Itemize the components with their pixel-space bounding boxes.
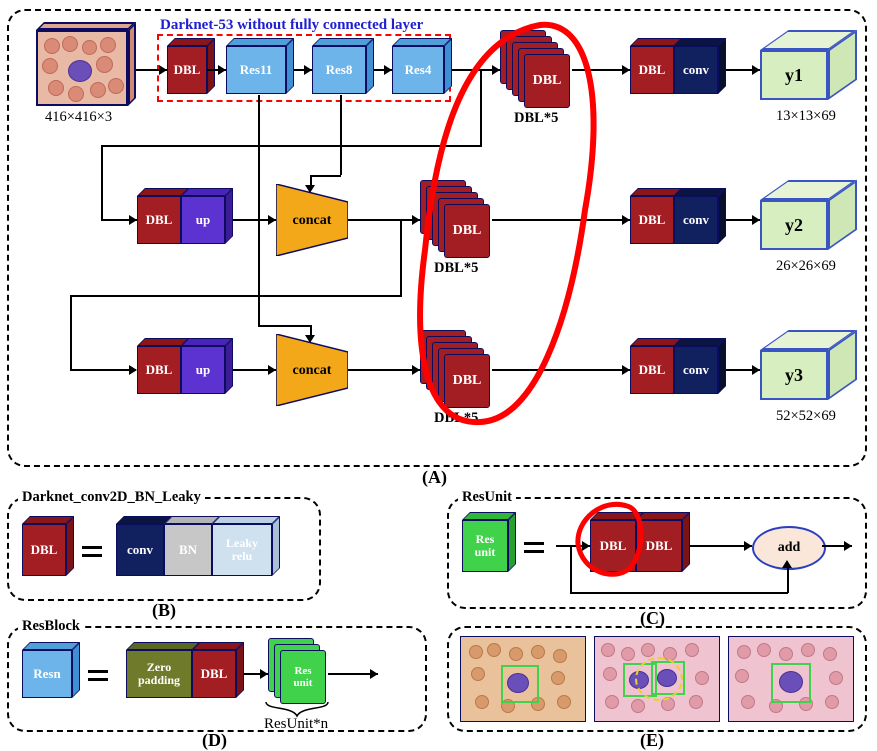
row1-dbl2: DBL: [630, 46, 674, 94]
row3-up: up: [181, 346, 225, 394]
row1-dbl5-caption: DBL*5: [514, 110, 558, 127]
input-image-top: [36, 22, 136, 30]
b-bn: BN: [164, 524, 212, 576]
d-zeropad: Zero padding: [126, 650, 192, 698]
row1-conv: conv: [674, 46, 718, 94]
panel-d-title: ResBlock: [18, 618, 84, 635]
panel-b-title: Darknet_conv2D_BN_Leaky: [18, 489, 205, 506]
row1-res11: Res11: [226, 46, 286, 94]
b-conv: conv: [116, 524, 164, 576]
row2-dbl2: DBL: [630, 196, 674, 244]
input-image-side: [128, 22, 136, 106]
row3-concat: concat: [276, 334, 348, 406]
y3-dim: 52×52×69: [776, 408, 836, 425]
row3-conv: conv: [674, 346, 718, 394]
row1-dbl5-stack: DBL: [500, 30, 580, 110]
row2-up: up: [181, 196, 225, 244]
row2-dbl5-stack: DBL: [420, 180, 500, 260]
svg-text:concat: concat: [293, 363, 332, 378]
svg-text:concat: concat: [293, 213, 332, 228]
d-dbl: DBL: [192, 650, 236, 698]
e-img-1: [460, 636, 586, 722]
y1-dim: 13×13×69: [776, 108, 836, 125]
input-dim-label: 416×416×3: [45, 109, 112, 126]
row3-dbl5-caption: DBL*5: [434, 410, 478, 427]
row2-conv: conv: [674, 196, 718, 244]
row2-dbl: DBL: [137, 196, 181, 244]
output-y3: y3: [760, 350, 828, 400]
row3-dbl5-stack: DBL: [420, 330, 500, 410]
c-dbl1: DBL: [590, 520, 636, 572]
panel-a-letter: (A): [422, 467, 447, 488]
e-img-3: [728, 636, 854, 722]
panel-b-letter: (B): [152, 600, 176, 621]
d-brace-label: ResUnit*n: [264, 716, 328, 733]
row1-dbl: DBL: [167, 46, 207, 94]
panel-e-letter: (E): [640, 730, 664, 751]
d-resn: Resn: [22, 650, 72, 698]
e-img-2: [594, 636, 720, 722]
row3-dbl2: DBL: [630, 346, 674, 394]
output-y1: y1: [760, 50, 828, 100]
panel-d-letter: (D): [202, 730, 227, 751]
c-dbl2: DBL: [636, 520, 682, 572]
row1-res4: Res4: [392, 46, 444, 94]
y2-dim: 26×26×69: [776, 258, 836, 275]
darknet53-caption: Darknet-53 without fully connected layer: [160, 17, 423, 34]
output-y2: y2: [760, 200, 828, 250]
row3-dbl: DBL: [137, 346, 181, 394]
input-image: [36, 30, 128, 106]
b-dbl: DBL: [22, 524, 66, 576]
row2-concat: concat: [276, 184, 348, 256]
row1-res8: Res8: [312, 46, 366, 94]
row2-dbl5-caption: DBL*5: [434, 260, 478, 277]
panel-c-title: ResUnit: [458, 489, 516, 506]
c-resunit: Res unit: [462, 520, 508, 572]
b-leaky: Leaky relu: [212, 524, 272, 576]
